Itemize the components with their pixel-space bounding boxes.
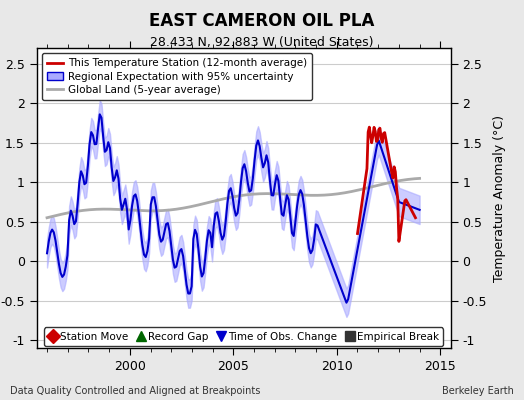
Text: Data Quality Controlled and Aligned at Breakpoints: Data Quality Controlled and Aligned at B… (10, 386, 261, 396)
Y-axis label: Temperature Anomaly (°C): Temperature Anomaly (°C) (493, 114, 506, 282)
Text: Berkeley Earth: Berkeley Earth (442, 386, 514, 396)
Legend: Station Move, Record Gap, Time of Obs. Change, Empirical Break: Station Move, Record Gap, Time of Obs. C… (44, 328, 443, 346)
Text: EAST CAMERON OIL PLA: EAST CAMERON OIL PLA (149, 12, 375, 30)
Text: 28.433 N, 92.883 W (United States): 28.433 N, 92.883 W (United States) (150, 36, 374, 49)
